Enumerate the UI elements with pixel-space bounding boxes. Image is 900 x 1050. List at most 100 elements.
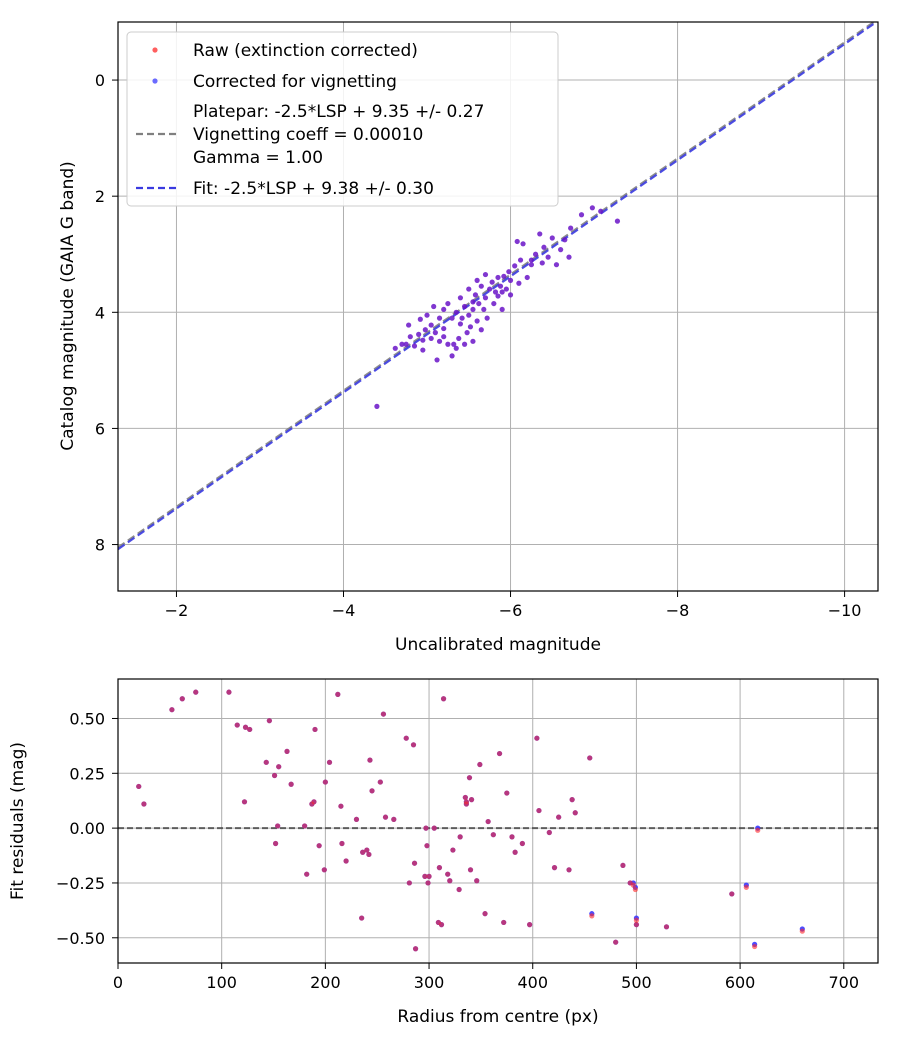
bottom-y-tick-label: 0.25 (69, 764, 105, 783)
top-data-point (507, 292, 514, 298)
raw-residual-point (380, 711, 387, 717)
top-data-point (478, 283, 484, 289)
top-data-point (474, 277, 480, 283)
top-data-point (520, 241, 526, 247)
raw-residual-point (406, 880, 412, 886)
raw-residual-point (477, 761, 483, 768)
top-fit-lines (118, 22, 878, 551)
top-data-point (422, 327, 428, 333)
top-data-point (549, 235, 555, 241)
raw-residual-point (136, 783, 142, 790)
raw-residual-point (799, 928, 805, 934)
top-data-point (420, 347, 426, 353)
raw-residual-point (466, 775, 473, 781)
raw-residual-point (534, 735, 540, 741)
raw-residual-point (566, 867, 572, 873)
top-data-point (474, 318, 480, 324)
top-data-point (457, 321, 464, 327)
raw-residual-point (587, 755, 593, 761)
raw-residual-point (272, 840, 279, 847)
top-data-point (432, 330, 438, 336)
bottom-residuals-panel: 0 100 200 300 400 500 600 700 −0.50 −0.25 0.00 0.25… (8, 678, 879, 1027)
raw-residual-point (551, 865, 558, 871)
raw-residual-point (353, 816, 360, 822)
raw-residual-point (630, 882, 636, 888)
raw-residual-point (364, 847, 370, 853)
raw-residual-point (412, 946, 419, 952)
bottom-x-tick-label: 700 (829, 973, 860, 992)
top-data-point (406, 322, 412, 328)
bottom-x-tick-label: 600 (725, 973, 756, 992)
top-data-point (482, 271, 489, 278)
top-data-point (478, 327, 484, 333)
legend-platepar-line-2: Vignetting coeff = 0.00010 (193, 125, 423, 145)
top-ticks: −2 −4 −6 −8 −10 0 2 4 6 8 (95, 71, 862, 620)
top-x-tick-label: −4 (332, 601, 356, 620)
raw-residual-point (589, 913, 595, 919)
raw-residual-point (425, 880, 431, 886)
raw-residual-point (556, 814, 562, 820)
raw-residual-point (339, 840, 345, 847)
top-data-point (562, 237, 568, 243)
top-data-points (374, 205, 621, 409)
top-data-point (441, 325, 447, 332)
top-y-tick-label: 6 (95, 419, 105, 438)
top-data-point (484, 315, 490, 321)
top-data-point (578, 212, 585, 218)
top-plot-frame (117, 21, 879, 592)
top-data-point (495, 293, 501, 299)
raw-residual-point (447, 878, 453, 884)
raw-residual-point (633, 917, 640, 923)
top-data-point (568, 225, 574, 231)
raw-residual-point (450, 847, 456, 853)
top-data-point (528, 257, 535, 263)
raw-residual-point (141, 801, 147, 807)
top-data-point (481, 306, 487, 313)
top-data-point (461, 341, 468, 347)
top-data-point (466, 312, 472, 318)
raw-residual-point (613, 939, 619, 945)
raw-residual-point (302, 823, 308, 829)
raw-residual-point (485, 818, 491, 825)
bottom-x-tick-label: 0 (113, 973, 123, 992)
top-data-point (453, 345, 459, 351)
top-x-tick-label: −10 (828, 601, 862, 620)
raw-residual-point (366, 851, 372, 858)
top-data-point (403, 341, 409, 347)
raw-residual-point (326, 759, 333, 765)
top-data-point (491, 300, 497, 307)
raw-residual-point (663, 924, 670, 930)
raw-residual-point (359, 915, 365, 921)
raw-residual-point (343, 858, 349, 864)
raw-residual-point (468, 797, 475, 803)
top-data-point (528, 262, 535, 268)
top-data-point (503, 286, 509, 292)
raw-residual-point (620, 862, 626, 869)
bottom-ticks: 0 100 200 300 400 500 600 700 −0.50 −0.25 0.00 0.25… (56, 709, 859, 992)
raw-residual-point (445, 871, 451, 877)
raw-residual-point (403, 735, 409, 741)
top-data-point (489, 279, 495, 285)
top-data-point (566, 254, 572, 260)
top-data-point (499, 289, 505, 295)
raw-residual-point (304, 871, 310, 877)
top-data-point (512, 263, 518, 269)
raw-residual-point (360, 849, 366, 855)
bottom-x-tick-label: 500 (621, 973, 652, 992)
top-data-point (470, 306, 476, 313)
top-data-point (374, 403, 380, 409)
raw-residual-point (410, 742, 417, 748)
top-data-point (470, 338, 476, 344)
top-data-point (441, 334, 447, 340)
raw-residual-point (335, 691, 341, 697)
bottom-grid (117, 679, 878, 963)
top-x-tick-label: −2 (165, 601, 189, 620)
top-data-point (453, 309, 459, 315)
raw-residual-point (467, 867, 474, 873)
top-data-point (539, 260, 545, 266)
raw-residual-point (752, 943, 758, 950)
top-data-point (516, 280, 522, 286)
bottom-y-tick-label: −0.50 (56, 929, 105, 948)
